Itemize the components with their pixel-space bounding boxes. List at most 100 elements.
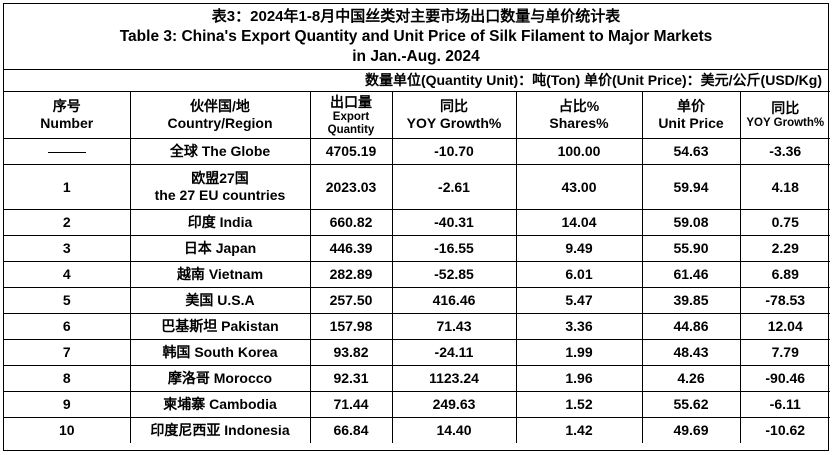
row-country: 韩国 South Korea bbox=[129, 339, 311, 366]
row-price-yoy: -3.36 bbox=[739, 138, 830, 165]
row-number bbox=[4, 138, 131, 165]
table-row: 2 印度 India 660.82 -40.31 14.04 59.08 0.7… bbox=[4, 209, 830, 236]
row-share: 43.00 bbox=[515, 164, 643, 210]
row-share: 5.47 bbox=[515, 287, 643, 314]
row-number: 3 bbox=[4, 235, 131, 262]
row-quantity: 157.98 bbox=[309, 313, 393, 340]
table-row: 7 韩国 South Korea 93.82 -24.11 1.99 48.43… bbox=[4, 339, 830, 366]
row-price-yoy: -6.11 bbox=[739, 391, 830, 418]
table-row: 全球 The Globe 4705.19 -10.70 100.00 54.63… bbox=[4, 138, 830, 165]
data-table: 序号 Number 伙伴国/地 Country/Region 出口量 Export Q… bbox=[4, 91, 830, 443]
row-unit-price: 55.90 bbox=[641, 235, 741, 262]
row-share: 1.52 bbox=[515, 391, 643, 418]
dash-mark bbox=[47, 151, 86, 153]
row-share: 1.99 bbox=[515, 339, 643, 366]
header-price-yoy-en: YOY Growth% bbox=[746, 117, 825, 129]
row-country-en: the 27 EU countries bbox=[154, 187, 286, 203]
row-country: 日本 Japan bbox=[129, 235, 311, 262]
row-price-yoy: 4.18 bbox=[739, 164, 830, 210]
row-unit-price: 44.86 bbox=[641, 313, 741, 340]
row-quantity: 282.89 bbox=[309, 261, 393, 288]
row-quantity: 93.82 bbox=[309, 339, 393, 366]
row-country: 印度尼西亚 Indonesia bbox=[129, 417, 311, 443]
header-unit-price: 单价 Unit Price bbox=[641, 91, 741, 139]
row-unit-price: 39.85 bbox=[641, 287, 741, 314]
row-country: 巴基斯坦 Pakistan bbox=[129, 313, 311, 340]
title-block: 表3：2024年1-8月中国丝类对主要市场出口数量与单价统计表 Table 3:… bbox=[4, 7, 828, 67]
row-yoy: -2.61 bbox=[391, 164, 517, 210]
row-unit-price: 49.69 bbox=[641, 417, 741, 443]
row-share: 3.36 bbox=[515, 313, 643, 340]
row-country: 印度 India bbox=[129, 209, 311, 236]
row-quantity: 71.44 bbox=[309, 391, 393, 418]
header-number-en: Number bbox=[40, 115, 94, 131]
row-country-zh: 欧盟27国 bbox=[191, 170, 249, 186]
header-country-en: Country/Region bbox=[167, 115, 273, 131]
row-yoy: -24.11 bbox=[391, 339, 517, 366]
units-note: 数量单位(Quantity Unit)：吨(Ton) 单价(Unit Price… bbox=[4, 69, 828, 91]
row-unit-price: 61.46 bbox=[641, 261, 741, 288]
row-number: 9 bbox=[4, 391, 131, 418]
header-quantity: 出口量 Export Quantity bbox=[309, 91, 393, 139]
row-share: 14.04 bbox=[515, 209, 643, 236]
row-number: 7 bbox=[4, 339, 131, 366]
title-english-line1: Table 3: China's Export Quantity and Uni… bbox=[119, 28, 713, 45]
row-number: 8 bbox=[4, 365, 131, 392]
table-row: 6 巴基斯坦 Pakistan 157.98 71.43 3.36 44.86 … bbox=[4, 313, 830, 340]
row-quantity: 446.39 bbox=[309, 235, 393, 262]
row-price-yoy: 6.89 bbox=[739, 261, 830, 288]
table-row: 1 欧盟27国 the 27 EU countries 2023.03 -2.61… bbox=[4, 164, 830, 210]
row-yoy: 416.46 bbox=[391, 287, 517, 314]
row-quantity: 2023.03 bbox=[309, 164, 393, 210]
row-yoy: 14.40 bbox=[391, 417, 517, 443]
row-price-yoy: 12.04 bbox=[739, 313, 830, 340]
table-document: 表3：2024年1-8月中国丝类对主要市场出口数量与单价统计表 Table 3:… bbox=[3, 3, 830, 451]
row-quantity: 660.82 bbox=[309, 209, 393, 236]
row-country: 欧盟27国 the 27 EU countries bbox=[129, 164, 311, 210]
row-price-yoy: -78.53 bbox=[739, 287, 830, 314]
header-country-zh: 伙伴国/地 bbox=[190, 98, 250, 114]
header-unit-price-zh: 单价 bbox=[677, 98, 705, 114]
header-number: 序号 Number bbox=[4, 91, 131, 139]
header-country: 伙伴国/地 Country/Region bbox=[129, 91, 311, 139]
row-country: 摩洛哥 Morocco bbox=[129, 365, 311, 392]
header-yoy-en: YOY Growth% bbox=[406, 115, 502, 131]
row-price-yoy: -10.62 bbox=[739, 417, 830, 443]
header-yoy-zh: 同比 bbox=[440, 98, 468, 114]
row-unit-price: 54.63 bbox=[641, 138, 741, 165]
row-yoy: 71.43 bbox=[391, 313, 517, 340]
row-share: 9.49 bbox=[515, 235, 643, 262]
table-row: 5 美国 U.S.A 257.50 416.46 5.47 39.85 -78.… bbox=[4, 287, 830, 314]
header-row: 序号 Number 伙伴国/地 Country/Region 出口量 Export Q… bbox=[4, 91, 830, 139]
table-row: 4 越南 Vietnam 282.89 -52.85 6.01 61.46 6.… bbox=[4, 261, 830, 288]
row-country: 柬埔寨 Cambodia bbox=[129, 391, 311, 418]
header-quantity-zh: 出口量 bbox=[330, 93, 372, 110]
row-quantity: 92.31 bbox=[309, 365, 393, 392]
row-number: 1 bbox=[4, 164, 131, 210]
row-share: 6.01 bbox=[515, 261, 643, 288]
row-country: 美国 U.S.A bbox=[129, 287, 311, 314]
title-chinese: 表3：2024年1-8月中国丝类对主要市场出口数量与单价统计表 bbox=[211, 8, 621, 25]
header-price-yoy-zh: 同比 bbox=[771, 100, 800, 116]
row-share: 1.96 bbox=[515, 365, 643, 392]
row-yoy: 249.63 bbox=[391, 391, 517, 418]
row-unit-price: 55.62 bbox=[641, 391, 741, 418]
row-number: 2 bbox=[4, 209, 131, 236]
header-unit-price-en: Unit Price bbox=[658, 115, 724, 131]
row-quantity: 4705.19 bbox=[309, 138, 393, 165]
row-yoy: -40.31 bbox=[391, 209, 517, 236]
row-unit-price: 59.94 bbox=[641, 164, 741, 210]
header-number-zh: 序号 bbox=[52, 98, 81, 114]
row-number: 10 bbox=[4, 417, 131, 443]
row-yoy: -10.70 bbox=[391, 138, 517, 165]
row-country: 越南 Vietnam bbox=[129, 261, 311, 288]
table-row: 10 印度尼西亚 Indonesia 66.84 14.40 1.42 49.6… bbox=[4, 417, 830, 443]
row-unit-price: 48.43 bbox=[641, 339, 741, 366]
table-row: 8 摩洛哥 Morocco 92.31 1123.24 1.96 4.26 -9… bbox=[4, 365, 830, 392]
row-number: 6 bbox=[4, 313, 131, 340]
row-yoy: -16.55 bbox=[391, 235, 517, 262]
row-country: 全球 The Globe bbox=[129, 138, 311, 165]
table-row: 9 柬埔寨 Cambodia 71.44 249.63 1.52 55.62 -… bbox=[4, 391, 830, 418]
row-share: 1.42 bbox=[515, 417, 643, 443]
header-share-en: Shares% bbox=[549, 115, 609, 131]
